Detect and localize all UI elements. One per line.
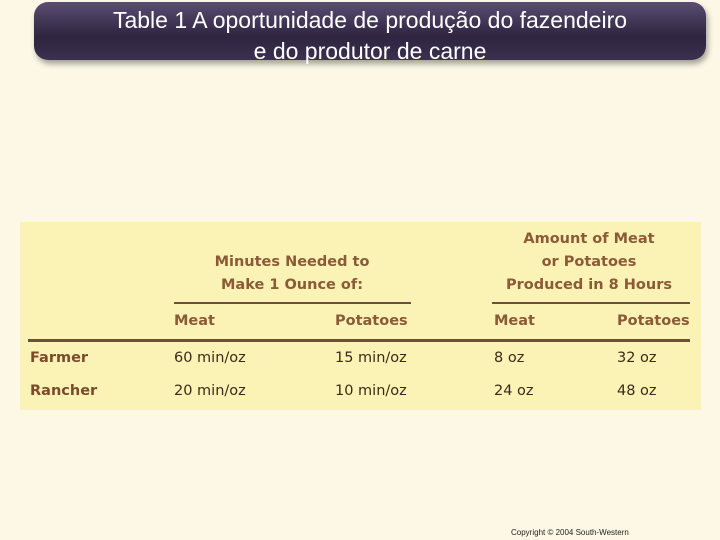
row-label: Rancher [30,383,98,399]
table-cell: 48 oz [617,383,657,399]
column-header: Meat [494,313,535,329]
group-header-line: Make 1 Ounce of: [220,277,363,293]
group-header-line: Produced in 8 Hours [506,277,672,293]
table-cell: 15 min/oz [335,350,407,366]
title-line: Table 1 A oportunidade de produção do fa… [112,7,628,33]
table-cell: 24 oz [494,383,534,399]
group-header: Amount of Meat or Potatoes Produced in 8… [490,228,688,297]
group-header-line: Amount of Meat [523,231,655,247]
column-header: Potatoes [617,313,690,329]
table-cell: 8 oz [494,350,525,366]
table-cell: 32 oz [617,350,657,366]
group-rule [174,302,411,304]
header-rule [28,339,690,342]
column-header: Meat [174,313,215,329]
group-header-line: Minutes Needed to [214,254,370,270]
table-cell: 60 min/oz [174,350,246,366]
row-label: Farmer [30,350,89,366]
title-bar [34,2,706,60]
column-header: Potatoes [335,313,408,329]
table-panel [20,222,701,410]
table-cell: 20 min/oz [174,383,246,399]
group-rule [492,302,690,304]
group-header-line: or Potatoes [541,254,637,270]
table-cell: 10 min/oz [335,383,407,399]
group-header: Minutes Needed to Make 1 Ounce of: [174,251,410,297]
title-line: e do produtor de carne [253,38,487,64]
copyright: Copyright © 2004 South-Western [511,528,629,537]
